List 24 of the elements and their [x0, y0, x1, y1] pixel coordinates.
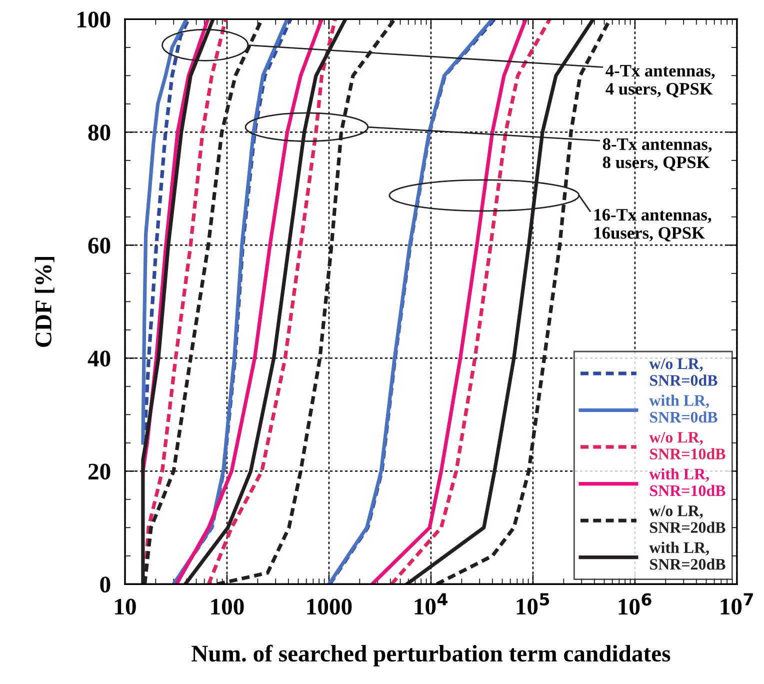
annotation: 4-Tx antennas, 4 users, QPSK — [606, 64, 715, 98]
y-tick-label: 0 — [100, 576, 110, 593]
x-tick-label: 10$^{5}$ — [516, 593, 550, 615]
legend-label: with LR, SNR=10dB — [649, 468, 726, 496]
legend-label: w/o LR, SNR=10dB — [649, 432, 726, 460]
x-tick-label: 10 — [115, 598, 136, 615]
y-axis-title: CDF [%] — [34, 256, 54, 347]
y-tick-label: 100 — [78, 12, 110, 28]
x-tick-label: 10$^{4}$ — [414, 593, 448, 615]
y-tick-label: 60 — [88, 238, 110, 254]
y-tick-label: 40 — [88, 350, 110, 367]
y-tick-label: 20 — [88, 464, 110, 480]
x-tick-label: 10$^{7}$ — [720, 593, 753, 615]
annotation: 16-Tx antennas, 16users, QPSK — [594, 208, 712, 242]
legend-label: with LR, SNR=20dB — [649, 542, 726, 570]
x-tick-label: 100 — [211, 598, 244, 615]
x-tick-label: 10$^{6}$ — [618, 593, 652, 615]
annotation: 8-Tx antennas, 8 users, QPSK — [602, 138, 712, 171]
legend-label: w/o LR, SNR=0dB — [649, 358, 718, 386]
x-axis-title: Num. of searched perturbation term candidates — [192, 644, 670, 666]
legend-label: w/o LR, SNR=20dB — [649, 506, 726, 533]
legend-label: with LR, SNR=0dB — [649, 394, 718, 423]
y-tick-label: 80 — [88, 124, 110, 141]
x-tick-label: 1000 — [307, 598, 352, 615]
